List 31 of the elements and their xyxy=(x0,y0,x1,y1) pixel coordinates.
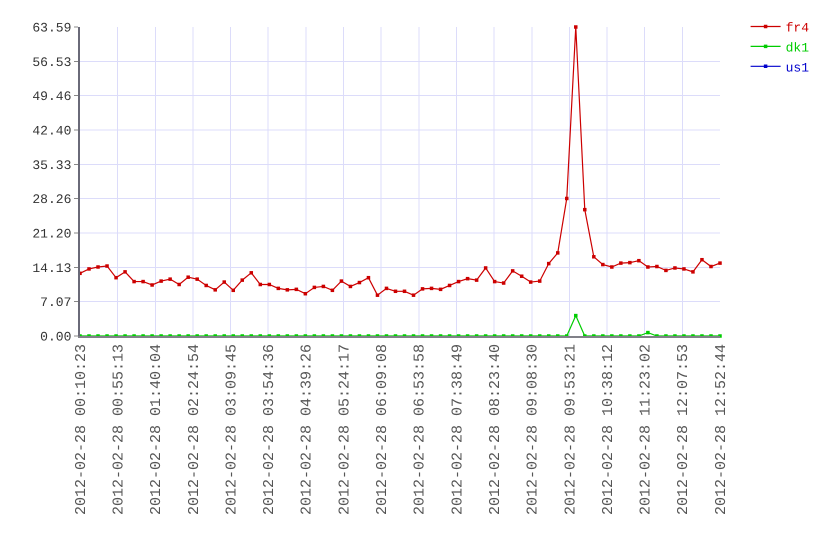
y-tick-label: 35.33 xyxy=(32,158,72,173)
x-tick-label: 2012-02-28 12:52:44 xyxy=(712,344,730,516)
x-tick-label: 2012-02-28 05:24:17 xyxy=(336,344,354,516)
legend-label: dk1 xyxy=(786,40,810,56)
y-tick-label: 56.53 xyxy=(32,54,72,70)
x-tick-label: 2012-02-28 06:09:08 xyxy=(374,344,392,516)
x-tick-label: 2012-02-28 10:38:12 xyxy=(600,344,617,516)
x-tick-label: 2012-02-28 03:54:36 xyxy=(261,344,278,516)
legend-label: fr4 xyxy=(786,20,810,36)
x-tick-label: 2012-02-28 02:24:54 xyxy=(186,344,203,516)
x-tick-label: 2012-02-28 06:53:58 xyxy=(412,344,429,516)
x-tick-label: 2012-02-28 09:53:21 xyxy=(562,344,580,516)
x-tick-label: 2012-02-28 09:08:30 xyxy=(524,344,542,516)
x-tick-label: 2012-02-28 12:07:53 xyxy=(675,344,692,516)
legend-label: us1 xyxy=(786,60,810,76)
y-tick-label: 28.26 xyxy=(32,192,72,208)
x-tick-label: 2012-02-28 00:10:23 xyxy=(72,344,90,516)
x-tick-label: 2012-02-28 03:09:45 xyxy=(223,344,240,516)
x-tick-label: 2012-02-28 00:55:13 xyxy=(110,344,128,516)
y-tick-label: 0.00 xyxy=(40,330,72,345)
x-tick-label: 2012-02-28 01:40:04 xyxy=(148,344,166,516)
x-tick-label: 2012-02-28 04:39:26 xyxy=(298,344,316,516)
x-tick-label: 2012-02-28 11:23:02 xyxy=(638,344,655,516)
y-tick-label: 14.13 xyxy=(32,260,72,276)
y-tick-label: 21.20 xyxy=(32,226,72,242)
y-tick-label: 7.07 xyxy=(40,295,72,310)
x-tick-label: 2012-02-28 08:23:40 xyxy=(486,344,504,516)
y-tick-label: 49.46 xyxy=(32,89,72,104)
x-tick-label: 2012-02-28 07:38:49 xyxy=(449,344,466,516)
y-tick-label: 42.40 xyxy=(32,124,72,139)
y-tick-label: 63.59 xyxy=(32,20,72,36)
